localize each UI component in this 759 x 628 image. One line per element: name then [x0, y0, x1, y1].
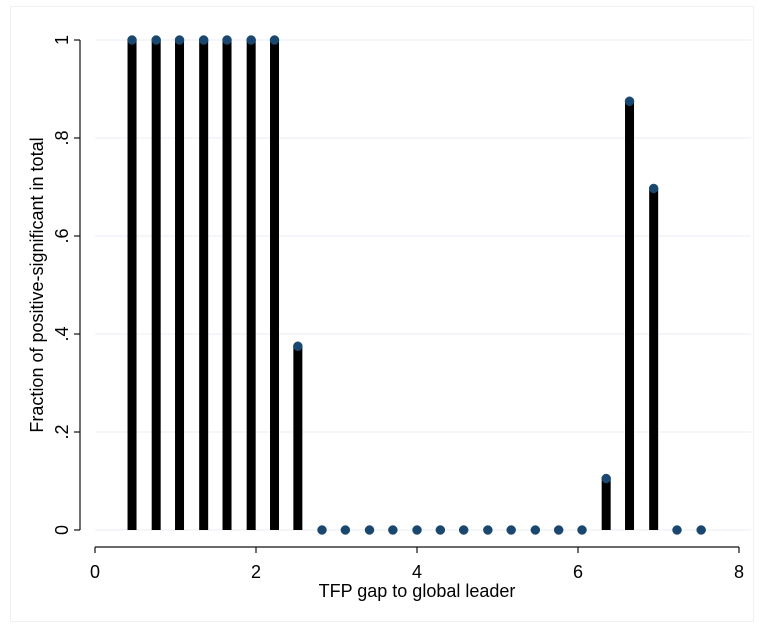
data-point: [293, 341, 303, 351]
data-point: [222, 35, 232, 45]
x-tick-label: 2: [251, 562, 261, 582]
y-tick-label: .8: [52, 130, 72, 145]
x-tick-label: 4: [412, 562, 422, 582]
data-point: [151, 35, 161, 45]
y-tick-label: .4: [52, 326, 72, 341]
data-point: [601, 473, 611, 484]
y-tick-label: 1: [52, 35, 72, 45]
data-point: [317, 525, 327, 535]
data-point: [458, 525, 469, 535]
x-tick-label: 0: [90, 562, 100, 582]
data-point: [174, 35, 185, 45]
x-tick-label: 6: [573, 562, 583, 582]
data-point: [530, 525, 541, 535]
data-point: [648, 183, 659, 194]
y-tick-label: 0: [52, 525, 72, 535]
y-tick-label: .2: [52, 424, 72, 439]
y-tick-label: .6: [52, 228, 72, 243]
data-point: [412, 525, 422, 535]
data-point: [435, 525, 446, 535]
data-point: [672, 525, 682, 535]
y-axis-title: Fraction of positive-significant in tota…: [27, 137, 47, 432]
data-point: [198, 35, 209, 45]
data-point: [553, 525, 564, 535]
data-point: [269, 35, 280, 45]
data-point: [506, 525, 516, 535]
data-point: [246, 35, 256, 45]
axes: [74, 39, 740, 553]
data-point: [483, 525, 493, 535]
data-point: [364, 525, 375, 535]
x-tick-label: 8: [734, 562, 744, 582]
data-point: [696, 525, 706, 535]
data-point: [577, 525, 587, 535]
axis-text: 0 .2 .4 .6 .8 1 0 2 4 6 8 TFP gap to global leader F…: [27, 35, 744, 601]
data-point: [624, 96, 635, 106]
data-point: [388, 525, 398, 535]
markers: [127, 35, 706, 535]
x-axis-title: TFP gap to global leader: [319, 581, 516, 601]
data-point: [127, 35, 137, 45]
data-point: [340, 525, 351, 535]
stems: [127, 40, 659, 530]
